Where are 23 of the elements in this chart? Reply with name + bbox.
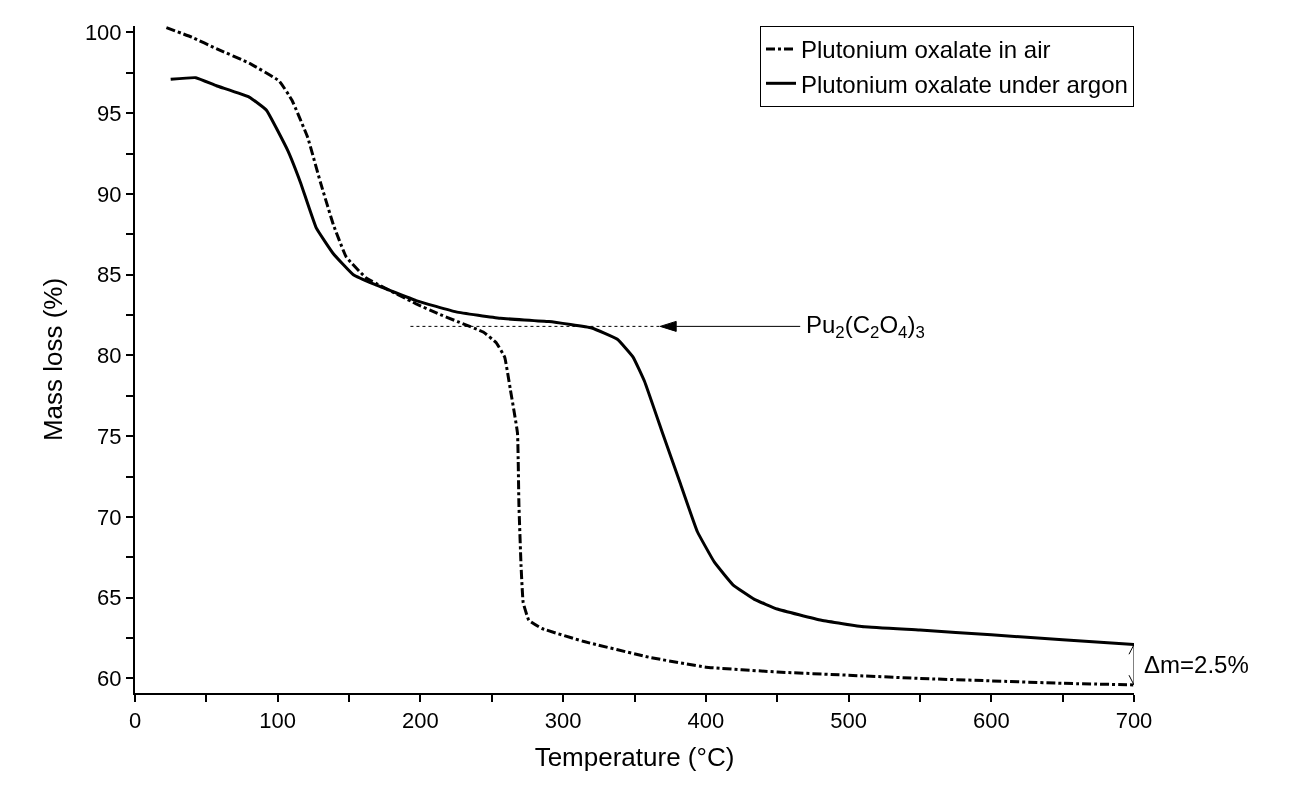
y-tick-label: 90 (97, 181, 122, 207)
text: Δm=2.5% (1144, 651, 1249, 678)
y-tick-label: 80 (97, 343, 122, 369)
x-axis-title: Temperature (°C) (534, 741, 735, 772)
x-tick-label: 500 (830, 708, 867, 734)
legend-label: Plutonium oxalate under argon (801, 70, 1128, 98)
x-tick-label: 0 (128, 708, 142, 734)
x-tick-label: 300 (544, 708, 582, 734)
x-tick-label: 600 (972, 708, 1010, 734)
y-tick-label: 95 (97, 100, 122, 126)
y-tick-label: 100 (84, 20, 122, 46)
y-tick-label: 70 (97, 504, 122, 530)
legend-label: Plutonium oxalate in air (801, 36, 1051, 64)
annotation: Pu$_{2}$(C$_{2}$O$_{4}$)$_{3}$ (806, 311, 925, 343)
y-tick-label: 75 (97, 423, 122, 449)
x-tick-label: 700 (1115, 708, 1153, 734)
x-tick-label: 100 (259, 708, 297, 734)
y-tick-label: 65 (97, 585, 122, 611)
y-tick-label: 60 (97, 666, 122, 692)
x-tick-label: 400 (687, 708, 725, 734)
x-tick-label: 200 (402, 708, 439, 734)
y-tick-label: 85 (97, 262, 122, 288)
y-axis-title: Mass loss (%) (37, 277, 68, 442)
